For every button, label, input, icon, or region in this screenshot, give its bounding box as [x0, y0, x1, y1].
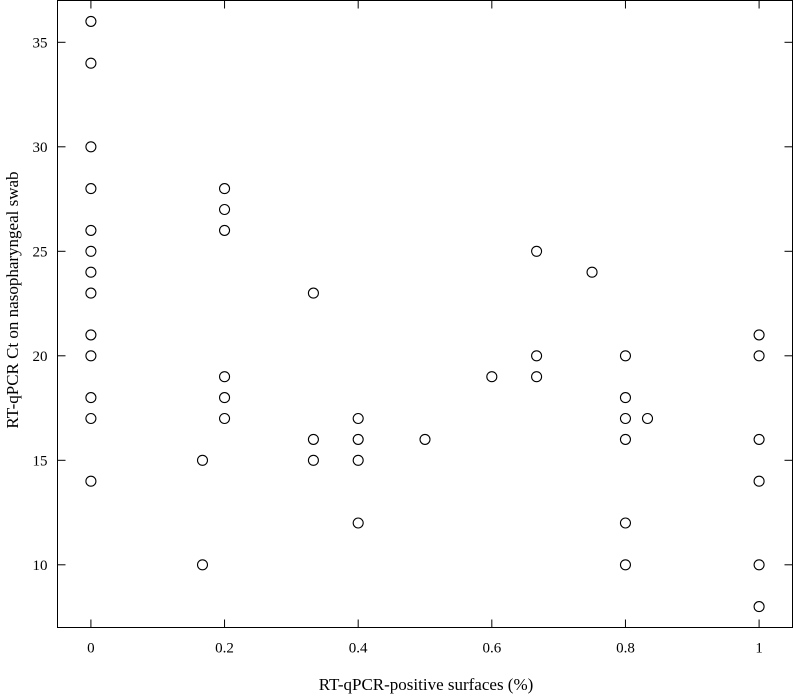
- data-point: [85, 475, 97, 487]
- y-tick-label: 30: [33, 140, 48, 156]
- x-tick-label: 0.4: [349, 641, 368, 657]
- data-point: [619, 350, 632, 362]
- data-point: [753, 433, 765, 445]
- data-point: [753, 329, 765, 341]
- data-point: [419, 433, 431, 445]
- data-point: [619, 412, 632, 425]
- data-point: [619, 433, 632, 445]
- data-point: [753, 475, 765, 487]
- data-points: [85, 15, 765, 613]
- y-tick-label: 10: [33, 558, 48, 574]
- x-tick-label: 0: [87, 641, 95, 657]
- data-point: [196, 454, 209, 466]
- data-point: [196, 559, 209, 571]
- data-point: [753, 559, 765, 571]
- data-point: [218, 203, 231, 216]
- x-tick-label: 0.6: [482, 641, 501, 657]
- data-point: [85, 412, 97, 425]
- data-point: [218, 183, 231, 195]
- data-point: [753, 601, 765, 613]
- data-point: [753, 350, 765, 362]
- data-point: [531, 371, 543, 383]
- x-axis: 0 0.2 0.4 0.6 0.8 1: [87, 0, 763, 657]
- y-axis: 10 15 20 25 30 35: [33, 35, 793, 574]
- data-point: [586, 266, 598, 278]
- data-point: [218, 224, 231, 236]
- data-point: [307, 433, 319, 445]
- data-point: [85, 15, 97, 27]
- y-tick-label: 20: [33, 349, 48, 365]
- data-point: [85, 350, 97, 362]
- data-point: [218, 412, 231, 425]
- data-point: [218, 371, 231, 383]
- data-point: [85, 392, 97, 404]
- data-point: [85, 329, 97, 341]
- y-tick-label: 35: [33, 35, 48, 51]
- data-point: [486, 371, 498, 383]
- data-point: [218, 392, 231, 404]
- data-point: [352, 433, 364, 445]
- plot-frame: [57, 0, 793, 628]
- data-point: [307, 287, 319, 299]
- y-tick-label: 15: [33, 453, 48, 469]
- data-point: [352, 454, 364, 466]
- data-point: [619, 517, 632, 529]
- data-point: [307, 454, 319, 466]
- y-tick-label: 25: [33, 244, 48, 260]
- data-point: [85, 183, 97, 195]
- data-point: [85, 245, 97, 257]
- data-point: [85, 57, 97, 69]
- data-point: [85, 287, 97, 299]
- data-point: [531, 245, 543, 257]
- data-point: [619, 392, 632, 404]
- data-point: [85, 224, 97, 236]
- x-tick-label: 0.8: [616, 641, 635, 657]
- x-tick-label: 0.2: [215, 641, 234, 657]
- data-point: [619, 559, 632, 571]
- x-tick-label: 1: [755, 641, 763, 657]
- data-point: [85, 266, 97, 278]
- x-axis-title: RT-qPCR-positive surfaces (%): [319, 675, 534, 694]
- data-point: [352, 412, 364, 425]
- y-axis-title: RT-qPCR Ct on nasopharyngeal swab: [3, 171, 22, 428]
- data-point: [85, 141, 97, 153]
- data-point: [531, 350, 543, 362]
- data-point: [352, 517, 364, 529]
- data-point: [641, 412, 654, 425]
